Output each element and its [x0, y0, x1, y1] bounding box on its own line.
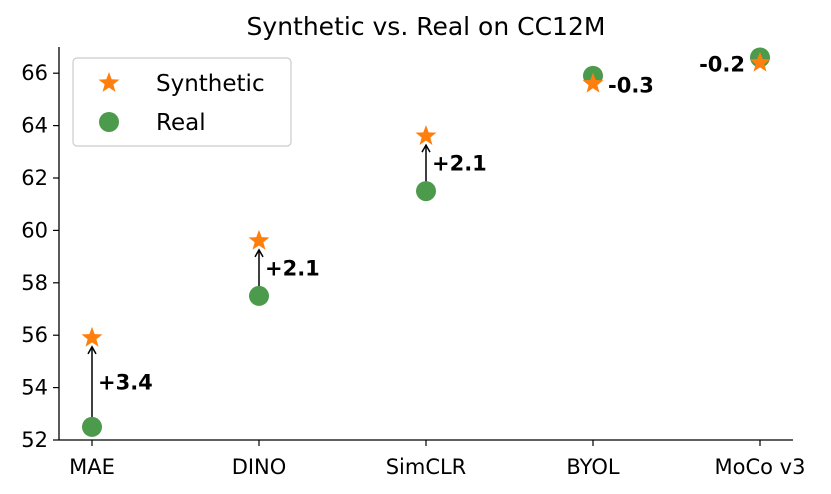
- y-tick-label: 66: [21, 61, 48, 85]
- data-points: [81, 47, 771, 437]
- x-tick-label: SimCLR: [386, 455, 467, 479]
- y-tick-label: 60: [21, 218, 48, 242]
- x-tick-label: DINO: [232, 455, 287, 479]
- legend-label-synthetic: Synthetic: [156, 71, 265, 97]
- real-point: [82, 416, 102, 437]
- delta-label: +2.1: [432, 152, 487, 176]
- y-axis-ticks: 52 54 56 58 60 62 64 66: [21, 61, 59, 452]
- x-axis-ticks: MAE DINO SimCLR BYOL MoCo v3: [69, 440, 805, 479]
- y-tick-label: 62: [21, 166, 48, 190]
- y-tick-label: 54: [21, 376, 48, 400]
- y-tick-label: 52: [21, 428, 48, 452]
- chart-title: Synthetic vs. Real on CC12M: [247, 12, 606, 41]
- real-point: [249, 285, 269, 306]
- delta-label: +3.4: [98, 370, 153, 394]
- legend-frame: [72, 57, 292, 147]
- legend-circle-marker: [99, 112, 119, 132]
- x-tick-label: MoCo v3: [715, 455, 806, 479]
- y-tick-label: 64: [21, 114, 48, 138]
- delta-arrow-head: [87, 345, 97, 355]
- delta-arrows: +3.4 +2.1 +2.1 -0.3 -0.2: [87, 53, 765, 427]
- delta-arrow-head: [254, 248, 264, 258]
- synthetic-point: [81, 326, 103, 347]
- delta-label: +2.1: [265, 256, 320, 280]
- delta-label: -0.3: [608, 74, 654, 98]
- delta-label: -0.2: [699, 53, 745, 77]
- y-tick-label: 58: [21, 271, 48, 295]
- synthetic-point: [582, 72, 604, 93]
- synthetic-point: [749, 51, 771, 72]
- synthetic-point: [415, 125, 437, 145]
- legend: Synthetic Real: [72, 57, 292, 147]
- legend-star-marker: [98, 72, 120, 92]
- x-tick-label: BYOL: [566, 455, 619, 479]
- delta-arrow-head: [421, 143, 431, 153]
- legend-label-real: Real: [156, 110, 206, 136]
- real-point: [416, 181, 436, 202]
- x-tick-label: MAE: [69, 455, 115, 479]
- synthetic-point: [248, 229, 270, 250]
- y-tick-label: 56: [21, 323, 48, 347]
